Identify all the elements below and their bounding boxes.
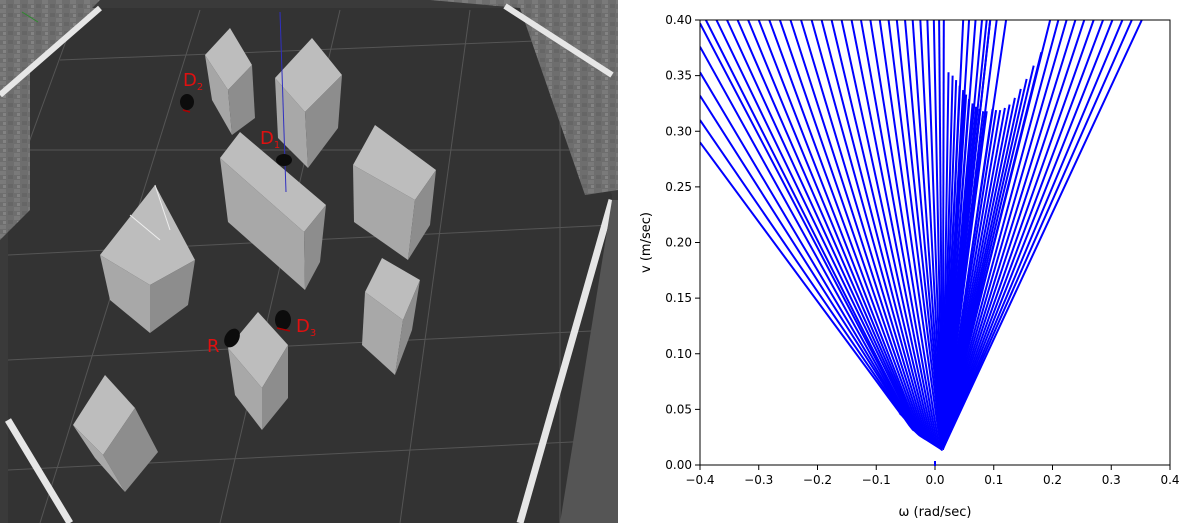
obstacle-block-7	[228, 312, 288, 430]
trajectory-line	[941, 20, 977, 450]
trajectory-line	[869, 20, 941, 448]
trajectory-line	[800, 20, 928, 440]
robot-d1	[276, 154, 292, 166]
trajectory-line	[887, 20, 944, 450]
obstacle-block-1	[205, 28, 255, 135]
trajectory-line	[768, 20, 923, 437]
trajectory-line	[941, 20, 1104, 450]
obstacle-block-8	[73, 375, 158, 492]
chart-svg: −0.4 −0.3 −0.2 −0.1 0.0 0.1 0.2 0.3 0.4 0.00 0.05…	[639, 13, 1180, 520]
x-tick-label: 0.1	[984, 473, 1003, 487]
obstacle-block-3	[220, 132, 326, 290]
trajectory-line	[704, 20, 915, 430]
trajectory-line	[904, 20, 944, 450]
label-r: R	[207, 336, 220, 357]
trajectory-line	[941, 20, 1052, 450]
trajectory-line	[747, 20, 920, 435]
x-tick-label: −0.2	[803, 473, 832, 487]
trajectory-line	[911, 20, 944, 450]
trajectory-line	[726, 20, 918, 433]
velocity-chart: −0.4 −0.3 −0.2 −0.1 0.0 0.1 0.2 0.3 0.4 0.00 0.05…	[618, 0, 1180, 523]
trajectory-line	[700, 46, 911, 426]
label-d2: D2	[183, 70, 203, 93]
trajectory-line	[941, 20, 1095, 450]
x-tick-label: −0.1	[862, 473, 891, 487]
x-tick-label: −0.4	[685, 473, 714, 487]
trajectory-line	[878, 20, 942, 449]
x-tick-label: 0.0	[925, 473, 944, 487]
wall-left	[0, 55, 30, 240]
trajectory-line	[700, 141, 901, 414]
trajectory-line	[778, 20, 925, 438]
label-d1: D1	[260, 128, 280, 151]
trajectory-line	[919, 20, 944, 450]
y-tick-label: 0.15	[665, 291, 692, 305]
trajectory-line	[700, 119, 903, 416]
x-tick-label: 0.2	[1043, 473, 1062, 487]
trajectory-line	[941, 20, 1068, 450]
trajectory-line	[810, 20, 930, 441]
trajectory-line	[736, 20, 919, 434]
robot-d3	[275, 310, 291, 332]
obstacle-block-6	[362, 258, 420, 375]
trajectory-line	[895, 20, 944, 450]
y-tick-label: 0.30	[665, 124, 692, 138]
trajectory-line	[941, 20, 1133, 450]
obstacle-block-4	[353, 125, 436, 260]
obstacle-block-5	[100, 184, 195, 333]
trajectory-line	[830, 20, 934, 443]
y-tick-label: 0.35	[665, 69, 692, 83]
x-tick-label: −0.3	[744, 473, 773, 487]
wall-bottom-rim	[5, 418, 73, 525]
trajectory-line	[850, 20, 937, 446]
wall-right-rim	[516, 199, 616, 524]
y-tick-label: 0.25	[665, 180, 692, 194]
label-d3: D3	[296, 316, 316, 339]
trajectory-line	[941, 20, 998, 450]
trajectory-line	[859, 20, 939, 447]
y-tick-label: 0.05	[665, 402, 692, 416]
x-tick-label: 0.3	[1102, 473, 1121, 487]
trajectory-line	[715, 20, 916, 431]
y-axis-label: v (m/sec)	[639, 212, 654, 273]
trajectory-line	[926, 20, 944, 450]
y-tick-label: 0.00	[665, 458, 692, 472]
x-axis-ticks: −0.4 −0.3 −0.2 −0.1 0.0 0.1 0.2 0.3 0.4	[685, 465, 1180, 487]
y-tick-label: 0.10	[665, 347, 692, 361]
trajectory-line	[700, 71, 909, 423]
trajectory-line	[941, 20, 1143, 450]
trajectory-line	[941, 20, 1086, 450]
x-axis-label: ω (rad/sec)	[898, 505, 971, 520]
y-tick-label: 0.20	[665, 236, 692, 250]
trajectory-line	[941, 20, 988, 450]
y-axis-ticks: 0.00 0.05 0.10 0.15 0.20 0.25 0.30 0.35 0.40	[665, 13, 700, 472]
trajectory-line	[941, 20, 971, 450]
y-tick-label: 0.40	[665, 13, 692, 27]
trajectory-line	[941, 20, 1060, 450]
x-tick-label: 0.4	[1160, 473, 1179, 487]
gazebo-scene: D2 D1 D3 R	[0, 0, 618, 525]
envelope-line	[898, 411, 944, 451]
trajectory-line	[757, 20, 921, 436]
trajectory-line	[840, 20, 935, 445]
trajectory-line	[789, 20, 926, 439]
trajectory-line	[941, 20, 1114, 450]
trajectory-line	[941, 20, 1077, 450]
trajectory-line	[820, 20, 932, 442]
robot-r	[224, 328, 240, 348]
robot-d2	[180, 94, 194, 113]
trajectory-line	[700, 95, 906, 419]
scene-svg: D2 D1 D3 R	[0, 0, 618, 525]
trajectory-line	[700, 22, 913, 428]
trajectory-line	[941, 20, 1124, 450]
chart-lines	[700, 20, 1143, 451]
